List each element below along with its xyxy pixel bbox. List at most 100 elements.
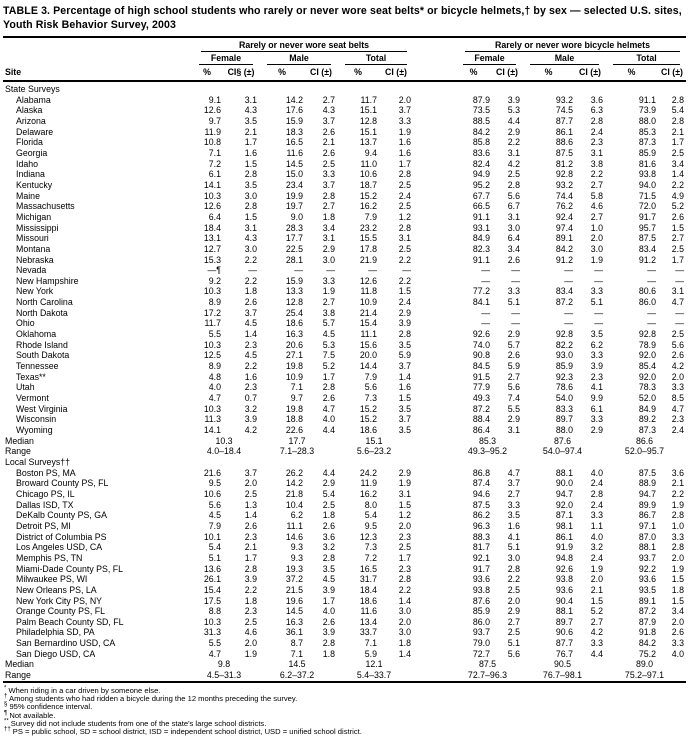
- data-cell: 2.4: [398, 297, 411, 308]
- data-cell: 4.4: [507, 115, 520, 126]
- data-cell: 37.2: [285, 574, 303, 585]
- group-gap: [413, 255, 455, 266]
- table-row: Palm Beach County SD, FL 10.3 2.5 16.3 2.6 13…: [3, 617, 686, 628]
- table-row: West Virginia 10.3 3.2 19.8 4.7 15.2 3.5 87.2 5.…: [3, 404, 686, 415]
- data-cell: 5.7: [507, 339, 520, 350]
- table-row: San Bernardino USD, CA 5.5 2.0 8.7 2.8 7.1 1.8…: [3, 638, 686, 649]
- row-site-label: Alabama: [16, 94, 51, 105]
- subheader-label: Female: [463, 53, 516, 65]
- data-cell: 5.1: [590, 297, 603, 308]
- data-cell: 16.5: [359, 563, 377, 574]
- table-row: San Diego USD, CA 4.7 1.9 7.1 1.8 5.9 1.4 72.7 5…: [3, 649, 686, 660]
- data-cell: 2.4: [671, 425, 684, 435]
- data-cell: 17.7: [285, 233, 303, 244]
- data-cell: 77.9: [472, 382, 490, 393]
- data-cell: 66.5: [472, 201, 490, 212]
- data-cell: 6.4: [208, 211, 221, 222]
- data-cell: 85.9: [472, 606, 490, 617]
- data-cell: 3.1: [507, 211, 520, 222]
- data-cell: 73.5: [472, 105, 490, 116]
- data-cell: 2.1: [671, 478, 684, 489]
- data-cell: 26.2: [285, 467, 303, 478]
- data-cell: 89.1: [638, 595, 656, 606]
- group-gap: [413, 425, 455, 436]
- data-cell: 10.3: [203, 286, 221, 297]
- data-cell: 15.3: [203, 254, 221, 265]
- footnote: ¶ Not available.: [4, 710, 56, 720]
- data-cell: 2.6: [322, 393, 335, 404]
- data-cell: 7.3: [364, 542, 377, 553]
- data-cell: 1.4: [398, 648, 411, 659]
- data-cell: 9.5: [208, 478, 221, 489]
- data-cell: 92.2: [638, 563, 656, 574]
- data-cell: 1.9: [671, 499, 684, 510]
- data-cell: 81.6: [638, 158, 656, 169]
- subheader-seatbelts-male: Male: [259, 52, 337, 65]
- data-cell: 3.4: [322, 222, 335, 233]
- data-cell: 9.5: [364, 520, 377, 531]
- data-cell: 18.4: [359, 584, 377, 595]
- data-cell: 5.4: [322, 488, 335, 499]
- table-row: Massachusetts 12.6 2.8 19.7 2.7 16.2 2.5 66.5 6.…: [3, 201, 686, 212]
- data-cell: 7.9: [208, 520, 221, 531]
- group-gap: [413, 286, 455, 297]
- data-cell: 16.2: [359, 488, 377, 499]
- data-cell: —: [481, 265, 490, 276]
- data-cell: 5.6: [208, 499, 221, 510]
- group-gap: [413, 500, 455, 511]
- data-cell: 83.3: [555, 403, 573, 414]
- data-cell: 54.0: [555, 393, 573, 404]
- data-cell: 18.4: [203, 222, 221, 233]
- data-cell: 2.0: [671, 371, 684, 382]
- data-cell: 3.8: [322, 307, 335, 318]
- summary-cell: 87.6: [553, 435, 572, 446]
- data-cell: 84.2: [472, 126, 490, 137]
- data-cell: 13.6: [203, 563, 221, 574]
- data-cell: 18.7: [359, 179, 377, 190]
- data-cell: 5.6: [507, 382, 520, 393]
- data-cell: 9.4: [364, 147, 377, 158]
- data-cell: —: [647, 265, 656, 276]
- data-cell: 22.5: [285, 243, 303, 254]
- table-row: Tennessee 8.9 2.2 19.8 5.2 14.4 3.7 84.5 5.9 85.9…: [3, 361, 686, 372]
- summary-label: Median: [5, 659, 34, 670]
- data-cell: 1.9: [322, 286, 335, 297]
- data-cell: 1.4: [244, 329, 257, 340]
- data-cell: 93.8: [638, 169, 656, 180]
- data-cell: 11.8: [360, 286, 377, 297]
- data-cell: —: [564, 318, 573, 329]
- data-cell: 2.2: [671, 488, 684, 499]
- data-cell: 84.2: [555, 243, 573, 254]
- data-cell: 2.8: [322, 382, 335, 393]
- col-header-pct: %: [259, 65, 305, 82]
- data-cell: 88.6: [555, 137, 573, 148]
- table-row: Arizona 9.7 3.5 15.9 3.7 12.8 3.3 88.5 4.4 87.7 2.…: [3, 116, 686, 127]
- data-cell: —: [402, 265, 411, 276]
- data-cell: 2.2: [671, 179, 684, 190]
- summary-cell: 17.7: [288, 435, 306, 446]
- data-cell: 3.7: [398, 414, 411, 425]
- data-cell: 3.5: [322, 563, 335, 574]
- data-cell: 11.1: [360, 329, 377, 340]
- data-cell: 7.9: [364, 371, 377, 382]
- data-cell: 2.7: [590, 616, 603, 627]
- data-cell: 2.7: [590, 179, 603, 190]
- data-cell: 93.7: [638, 552, 656, 563]
- group-gap: [413, 532, 455, 543]
- data-cell: 3.5: [590, 329, 603, 340]
- data-cell: 2.2: [507, 137, 520, 148]
- data-cell: 12.3: [359, 531, 377, 542]
- data-cell: 90.4: [555, 595, 573, 606]
- data-cell: 1.4: [671, 169, 684, 180]
- data-cell: 10.3: [203, 339, 221, 350]
- data-cell: 8.9: [208, 297, 221, 308]
- data-cell: 2.5: [322, 499, 335, 510]
- table-row: Indiana 6.1 2.8 15.0 3.3 10.6 2.8 94.9 2.5 92.8 2.…: [3, 169, 686, 180]
- data-cell: —: [594, 265, 603, 276]
- data-cell: 19.9: [285, 190, 303, 201]
- data-cell: 21.9: [359, 254, 377, 265]
- data-cell: 84.2: [638, 638, 656, 649]
- table-row: Miami-Dade County PS, FL 13.6 2.8 19.3 3.5 16…: [3, 564, 686, 575]
- data-cell: 8.7: [290, 638, 303, 649]
- data-cell: 5.1: [507, 638, 520, 649]
